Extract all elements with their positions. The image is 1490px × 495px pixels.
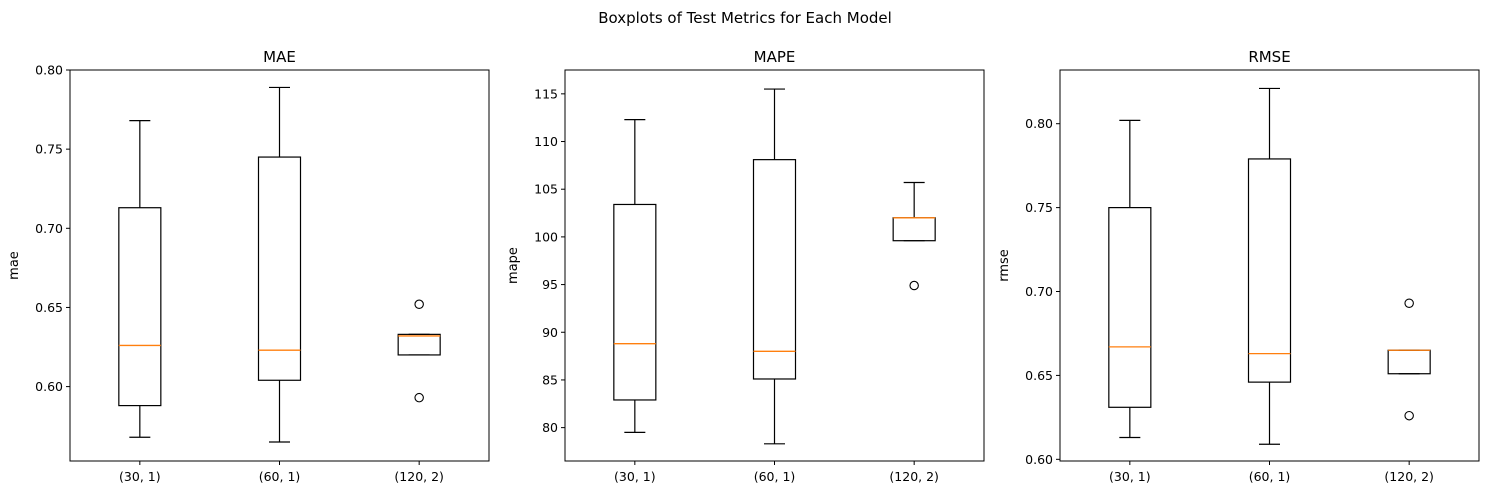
boxplot-(60, 1) <box>1247 87 1292 445</box>
y-tick-label: 0.70 <box>35 221 63 236</box>
figure-suptitle: Boxplots of Test Metrics for Each Model <box>598 9 892 27</box>
y-tick-label: 0.75 <box>1025 200 1053 215</box>
outlier-point <box>414 299 424 310</box>
boxplot-(120, 2) <box>1387 298 1431 421</box>
subplot-title: MAE <box>263 48 296 66</box>
outlier-point <box>414 392 424 403</box>
outlier-point <box>909 280 919 291</box>
outlier-point <box>1404 298 1414 309</box>
y-tick-label: 85 <box>542 372 558 387</box>
x-tick-label: (30, 1) <box>119 469 161 484</box>
y-tick-label: 95 <box>542 277 558 292</box>
subplot-title: RMSE <box>1248 48 1290 66</box>
subplot-mae: MAE 0.60 0.65 0.70 0.75 0.80 (30, 1) (60, 1) (12… <box>7 48 490 484</box>
y-tick-label: 0.65 <box>1025 368 1053 383</box>
x-tick-label: (30, 1) <box>1109 469 1151 484</box>
y-tick-label: 0.80 <box>1025 116 1053 131</box>
boxplot-(60, 1) <box>257 86 302 443</box>
x-tick-label: (120, 2) <box>889 469 939 484</box>
y-tick-label: 0.80 <box>35 63 63 78</box>
boxplot-(30, 1) <box>118 120 162 438</box>
boxplot-(120, 2) <box>397 299 441 403</box>
y-tick-label: 105 <box>534 182 558 197</box>
boxplot-(30, 1) <box>1108 119 1152 439</box>
iqr-box <box>1108 207 1152 408</box>
y-tick-label: 0.75 <box>35 142 63 157</box>
y-tick-label: 0.60 <box>35 379 63 394</box>
y-axis-label: mae <box>7 251 22 280</box>
y-tick-label: 115 <box>534 86 558 101</box>
y-tick-label: 100 <box>534 229 558 244</box>
iqr-box <box>752 159 797 380</box>
y-tick-label: 0.60 <box>1025 452 1053 467</box>
boxplot-(120, 2) <box>892 181 936 291</box>
x-tick-label: (120, 2) <box>1384 469 1434 484</box>
x-tick-label: (60, 1) <box>754 469 796 484</box>
iqr-box <box>1247 158 1292 383</box>
axes-frame <box>564 69 985 462</box>
y-axis-label: mape <box>506 247 521 284</box>
y-tick-label: 90 <box>542 325 558 340</box>
axes-frame <box>69 69 490 462</box>
boxplot-(60, 1) <box>752 88 797 445</box>
y-tick-label: 0.70 <box>1025 284 1053 299</box>
subplot-panels: MAE 0.60 0.65 0.70 0.75 0.80 (30, 1) (60, 1) (12… <box>7 48 1480 484</box>
x-tick-label: (30, 1) <box>614 469 656 484</box>
iqr-box <box>118 207 162 407</box>
axes-frame <box>1059 69 1480 462</box>
x-tick-label: (60, 1) <box>259 469 301 484</box>
iqr-box <box>892 217 936 242</box>
boxplot-(30, 1) <box>613 118 657 433</box>
iqr-box <box>397 333 441 356</box>
outlier-point <box>1404 410 1414 421</box>
y-axis-label: rmse <box>997 249 1012 282</box>
iqr-box <box>257 156 302 381</box>
subplot-mape: MAPE 80 85 90 95 100 105 110 115 (30, 1) (60, 1) (1… <box>506 48 985 484</box>
subplot-rmse: RMSE 0.60 0.65 0.70 0.75 0.80 (30, 1) (60, 1) (1… <box>997 48 1480 484</box>
iqr-box <box>1387 349 1431 375</box>
iqr-box <box>613 203 657 401</box>
x-tick-label: (60, 1) <box>1249 469 1291 484</box>
y-tick-label: 110 <box>534 134 558 149</box>
subplot-title: MAPE <box>754 48 796 66</box>
y-tick-label: 80 <box>542 420 558 435</box>
y-tick-label: 0.65 <box>35 300 63 315</box>
x-tick-label: (120, 2) <box>394 469 444 484</box>
